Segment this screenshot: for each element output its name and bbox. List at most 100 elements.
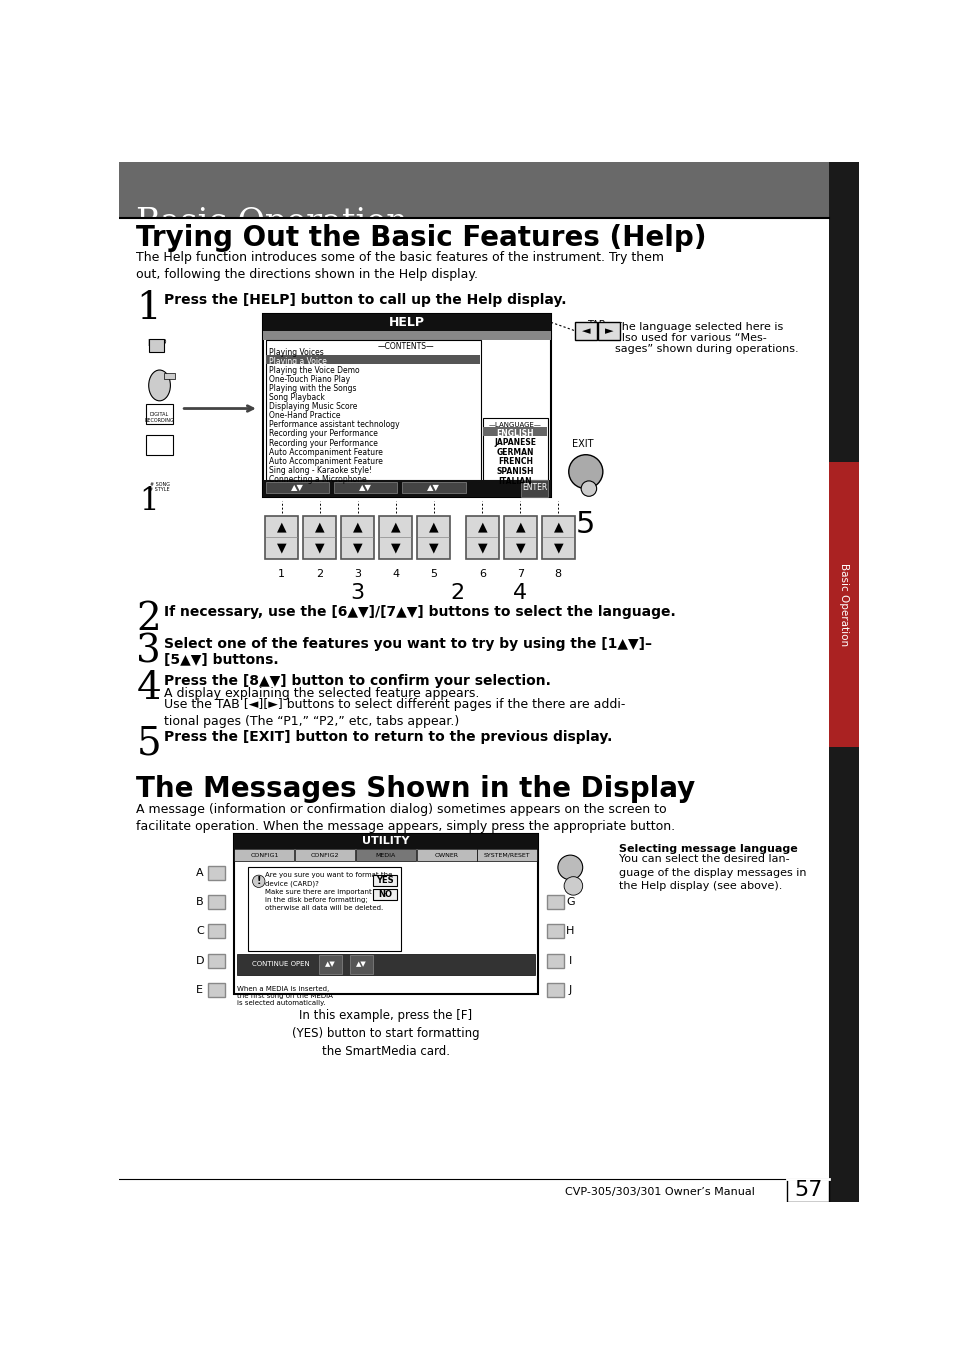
Bar <box>262 331 550 340</box>
Text: sages” shown during operations.: sages” shown during operations. <box>615 345 798 354</box>
Bar <box>233 834 537 848</box>
Bar <box>541 516 575 559</box>
Bar <box>248 867 400 951</box>
Text: Performance assistant technology: Performance assistant technology <box>269 420 399 430</box>
Text: Connecting a Microphone: Connecting a Microphone <box>269 476 366 484</box>
Text: ▲: ▲ <box>553 520 562 534</box>
Bar <box>402 482 465 493</box>
Circle shape <box>563 877 582 896</box>
Bar <box>340 516 374 559</box>
Bar <box>828 462 858 747</box>
Text: ▼: ▼ <box>428 542 437 554</box>
Text: MEDIA: MEDIA <box>375 852 395 858</box>
Bar <box>482 417 547 480</box>
Bar <box>266 482 329 493</box>
Text: The language selected here is: The language selected here is <box>615 323 782 332</box>
Text: # SONG
# STYLE: # SONG # STYLE <box>149 482 170 493</box>
Text: ▲: ▲ <box>353 520 362 534</box>
Text: A message (information or confirmation dialog) sometimes appears on the screen t: A message (information or confirmation d… <box>136 802 675 832</box>
Text: 1: 1 <box>139 485 158 516</box>
Bar <box>546 924 563 939</box>
Ellipse shape <box>149 370 171 401</box>
Text: CVP-305/303/301 Owner’s Manual: CVP-305/303/301 Owner’s Manual <box>564 1188 754 1197</box>
Text: The Messages Shown in the Display: The Messages Shown in the Display <box>136 775 695 802</box>
Text: ▲▼: ▲▼ <box>356 961 367 967</box>
Bar <box>828 162 858 1202</box>
Text: 2: 2 <box>315 570 323 580</box>
Text: SYSTEM/RESET: SYSTEM/RESET <box>483 852 530 858</box>
Text: 2: 2 <box>136 601 161 638</box>
Text: 5: 5 <box>576 511 595 539</box>
Text: Use the TAB [◄][►] buttons to select different pages if the there are addi-
tion: Use the TAB [◄][►] buttons to select dif… <box>164 698 625 728</box>
Text: I: I <box>568 955 572 966</box>
Text: ▼: ▼ <box>276 542 286 554</box>
Text: ▼: ▼ <box>353 542 362 554</box>
Text: YES: YES <box>375 875 394 885</box>
Bar <box>598 322 619 340</box>
Text: The Help function introduces some of the basic features of the instrument. Try t: The Help function introduces some of the… <box>136 251 663 281</box>
Text: Are you sure you want to format the
device (CARD)?
Make sure there are important: Are you sure you want to format the devi… <box>265 871 392 911</box>
Text: B: B <box>195 897 203 907</box>
Text: 1: 1 <box>278 570 285 580</box>
Text: When a MEDIA is inserted,
the first song on the MEDIA
is selected automatically.: When a MEDIA is inserted, the first song… <box>236 986 333 1006</box>
Text: FRENCH: FRENCH <box>497 458 532 466</box>
Bar <box>233 834 537 994</box>
Text: One-Hand Practice: One-Hand Practice <box>269 411 340 420</box>
Text: Auto Accompaniment Feature: Auto Accompaniment Feature <box>269 447 382 457</box>
Bar <box>465 516 498 559</box>
Text: ▲: ▲ <box>428 520 437 534</box>
Text: ▼: ▼ <box>477 542 487 554</box>
Text: G: G <box>565 897 574 907</box>
Text: ▼: ▼ <box>391 542 400 554</box>
Text: ▲: ▲ <box>477 520 487 534</box>
Text: ◄: ◄ <box>581 326 590 336</box>
Text: ▲▼: ▲▼ <box>359 484 372 492</box>
Text: Playing a Voice: Playing a Voice <box>269 357 326 366</box>
Text: !: ! <box>256 877 261 886</box>
Text: —LANGUAGE—: —LANGUAGE— <box>488 423 541 428</box>
Text: H: H <box>565 927 574 936</box>
Bar <box>262 480 550 497</box>
Bar <box>303 516 335 559</box>
Text: ENTER: ENTER <box>521 484 547 492</box>
Text: Playing the Voice Demo: Playing the Voice Demo <box>269 366 359 374</box>
Text: OWNER: OWNER <box>435 852 458 858</box>
Bar <box>265 516 298 559</box>
Bar <box>546 984 563 997</box>
Bar <box>146 435 172 455</box>
Bar <box>546 896 563 909</box>
Text: Basic Operation: Basic Operation <box>838 563 848 646</box>
Text: You can select the desired lan-
guage of the display messages in
the Help displa: You can select the desired lan- guage of… <box>618 854 806 890</box>
Bar <box>266 340 480 480</box>
Text: JAPANESE: JAPANESE <box>494 438 536 447</box>
Text: 4: 4 <box>136 670 161 708</box>
Bar <box>503 516 537 559</box>
Text: J: J <box>568 985 572 994</box>
Bar <box>373 875 397 886</box>
Text: —CONTENTS—: —CONTENTS— <box>377 342 434 351</box>
Bar <box>521 480 547 497</box>
Text: Selecting message language: Selecting message language <box>618 843 797 854</box>
Text: CONFIG1: CONFIG1 <box>250 852 278 858</box>
Text: ▼: ▼ <box>314 542 324 554</box>
Text: Recording your Performance: Recording your Performance <box>269 430 377 439</box>
Text: 8: 8 <box>554 570 561 580</box>
Bar <box>208 896 224 909</box>
Bar <box>208 866 224 880</box>
Text: Sing along - Karaoke style!: Sing along - Karaoke style! <box>269 466 372 474</box>
Text: SPANISH: SPANISH <box>496 467 534 476</box>
Text: CREATION: CREATION <box>146 405 173 411</box>
Text: Recording your Performance: Recording your Performance <box>269 439 377 447</box>
Text: 5: 5 <box>430 570 436 580</box>
Text: also used for various “Mes-: also used for various “Mes- <box>615 334 766 343</box>
Text: ▼: ▼ <box>515 542 524 554</box>
Bar <box>483 427 546 436</box>
Text: ▲: ▲ <box>276 520 286 534</box>
Text: 3: 3 <box>136 634 161 670</box>
Bar <box>146 404 172 424</box>
Bar <box>378 516 412 559</box>
Text: Song Playback: Song Playback <box>269 393 324 403</box>
Bar <box>236 954 534 975</box>
Bar <box>149 339 164 351</box>
Text: 57: 57 <box>793 1179 821 1200</box>
